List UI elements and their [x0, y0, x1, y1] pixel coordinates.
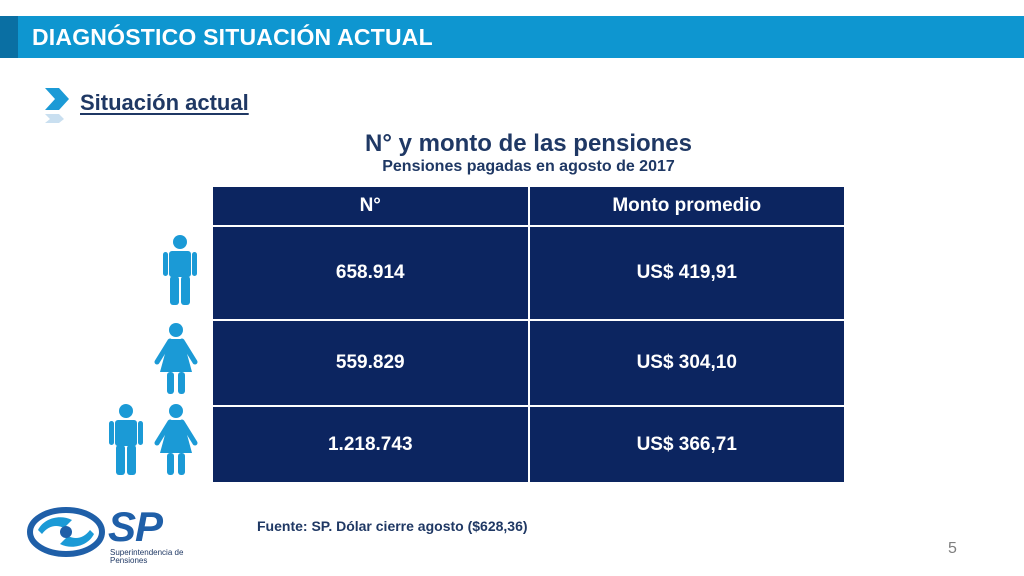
amount-cell: US$ 366,71	[527, 405, 846, 484]
table-row: 1.218.743 US$ 366,71	[211, 405, 846, 484]
column-header-count: N°	[211, 185, 530, 227]
table-header-row: N° Monto promedio	[211, 185, 846, 227]
header-bar: DIAGNÓSTICO SITUACIÓN ACTUAL	[0, 16, 1024, 58]
count-cell: 658.914	[211, 225, 530, 321]
male-and-female-figures-icon	[109, 404, 198, 475]
page-number: 5	[948, 540, 957, 557]
male-figure-icon	[163, 235, 197, 305]
source-note: Fuente: SP. Dólar cierre agosto ($628,36…	[257, 518, 528, 534]
count-cell: 1.218.743	[211, 405, 530, 484]
logo-text-line1: Superintendencia de	[110, 548, 184, 557]
chevron-right-icon	[45, 88, 69, 123]
count-cell: 559.829	[211, 319, 530, 407]
table-subtitle: Pensiones pagadas en agosto de 2017	[382, 158, 675, 175]
section-title: Situación actual	[80, 90, 249, 115]
logo-text-line2: Pensiones	[110, 556, 148, 565]
female-figure-icon	[154, 323, 198, 394]
pensions-table: N° Monto promedio 658.914 US$ 419,91 559…	[211, 185, 846, 484]
slide-title: DIAGNÓSTICO SITUACIÓN ACTUAL	[32, 24, 433, 50]
amount-cell: US$ 304,10	[527, 319, 846, 407]
header-bar-edge	[0, 16, 18, 58]
amount-cell: US$ 419,91	[527, 225, 846, 321]
table-row: 658.914 US$ 419,91	[211, 225, 846, 321]
table-title: N° y monto de las pensiones	[365, 130, 692, 157]
table-row: 559.829 US$ 304,10	[211, 319, 846, 407]
column-header-amount: Monto promedio	[527, 185, 846, 227]
logo-letters: SP	[108, 503, 163, 550]
sp-logo-hands-icon	[27, 507, 105, 557]
